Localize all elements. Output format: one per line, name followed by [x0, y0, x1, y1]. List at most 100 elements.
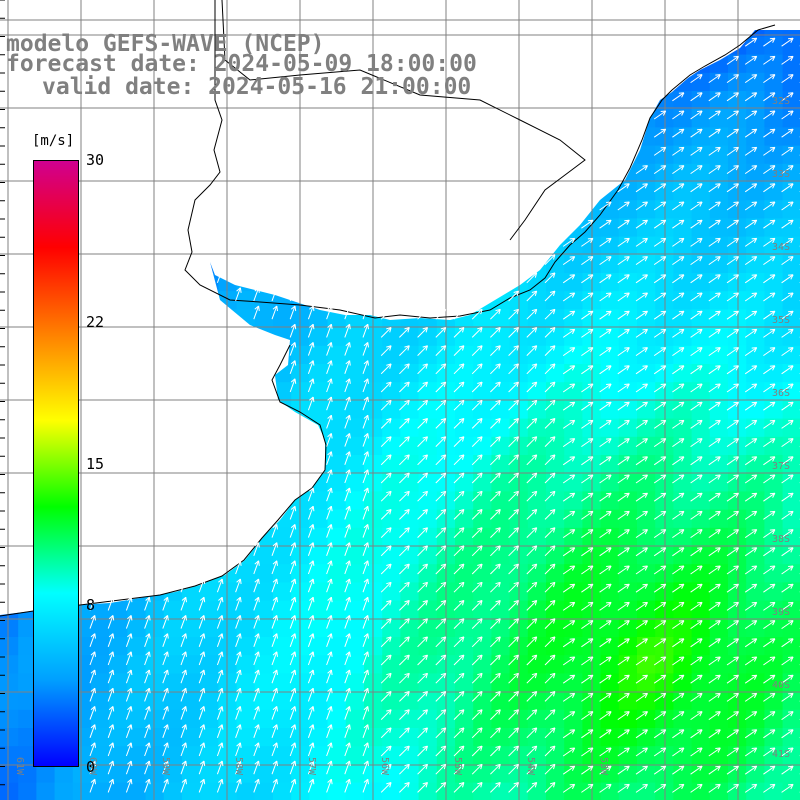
wind-cell: [637, 709, 656, 729]
wind-cell: [327, 509, 347, 529]
wind-cell: [728, 236, 747, 256]
wind-cell: [673, 273, 693, 292]
wind-cell: [418, 673, 438, 693]
wind-cell: [182, 673, 201, 693]
wind-cell: [418, 345, 438, 365]
wind-cell: [182, 746, 201, 765]
wind-cell: [691, 564, 711, 583]
wind-cell: [728, 54, 747, 74]
wind-cell: [327, 418, 347, 438]
wind-cell: [254, 546, 274, 565]
wind-cell: [728, 491, 747, 511]
wind-cell: [637, 291, 656, 310]
wind-cell: [728, 637, 747, 656]
wind-cell: [455, 637, 474, 656]
wind-cell: [382, 618, 401, 638]
wind-arrow: [763, 146, 776, 156]
wind-cell: [709, 327, 729, 347]
wind-cell: [400, 728, 420, 747]
wind-cell: [600, 564, 620, 583]
longitude-label: 58W: [233, 757, 244, 776]
wind-cell: [109, 764, 128, 784]
wind-cell: [491, 637, 511, 656]
wind-cell: [327, 673, 347, 693]
wind-arrow: [653, 201, 667, 211]
longitude-label: 56W: [379, 757, 390, 776]
wind-cell: [564, 418, 583, 438]
wind-cell: [691, 145, 711, 165]
wind-cell: [637, 364, 656, 383]
wind-cell: [709, 127, 729, 147]
wind-cell: [637, 473, 656, 492]
wind-cell: [491, 546, 511, 565]
wind-cell: [546, 418, 565, 438]
wind-cell: [18, 655, 37, 674]
wind-cell: [527, 364, 547, 383]
wind-cell: [546, 309, 565, 329]
wind-cell: [746, 327, 765, 347]
wind-cell: [673, 618, 693, 638]
wind-cell: [637, 782, 656, 800]
wind-arrow: [599, 274, 612, 284]
wind-cell: [600, 364, 620, 383]
wind-cell: [546, 728, 565, 747]
wind-cell: [455, 400, 474, 420]
wind-cell: [728, 218, 747, 238]
wind-cell: [491, 527, 511, 547]
wind-cell: [764, 127, 784, 147]
wind-cell: [691, 345, 711, 365]
wind-cell: [673, 728, 693, 747]
wind-arrow: [690, 183, 703, 193]
wind-cell: [618, 655, 638, 674]
wind-cell: [218, 746, 238, 765]
wind-arrow: [653, 165, 667, 175]
wind-cell: [491, 327, 511, 347]
wind-arrow: [744, 146, 758, 156]
wind-cell: [455, 709, 474, 729]
wind-arrow: [744, 292, 758, 302]
wind-cell: [782, 364, 800, 383]
wind-arrow: [763, 237, 776, 247]
wind-cell: [564, 728, 583, 747]
wind-cell: [54, 764, 74, 784]
wind-cell: [691, 291, 711, 310]
wind-cell: [327, 600, 347, 620]
wind-cell: [182, 655, 201, 674]
wind-arrow: [635, 237, 648, 247]
wind-cell: [746, 728, 765, 747]
wind-cell: [691, 218, 711, 238]
wind-cell: [345, 564, 365, 583]
wind-cell: [637, 618, 656, 638]
wind-arrow: [581, 237, 594, 247]
wind-cell: [91, 764, 110, 784]
wind-cell: [782, 746, 800, 765]
wind-cell: [546, 273, 565, 292]
wind-cell: [691, 327, 711, 347]
wind-cell: [637, 527, 656, 547]
wind-cell: [91, 655, 110, 674]
wind-cell: [163, 728, 183, 747]
wind-cell: [418, 746, 438, 765]
forecast-date: forecast date: 2024-05-09 18:00:00: [6, 51, 477, 77]
wind-arrow: [744, 237, 758, 247]
wind-cell: [637, 145, 656, 165]
wind-cell: [564, 400, 583, 420]
wind-cell: [127, 637, 147, 656]
wind-cell: [564, 746, 583, 765]
wind-cell: [618, 709, 638, 729]
wind-cell: [673, 746, 693, 765]
wind-cell: [291, 655, 310, 674]
wind-cell: [382, 546, 401, 565]
wind-cell: [254, 564, 274, 583]
wind-cell: [673, 455, 693, 474]
wind-cell: [455, 327, 474, 347]
wind-cell: [109, 782, 128, 800]
wind-arrow: [763, 92, 776, 102]
wind-cell: [709, 764, 729, 784]
latitude-label: 36S: [772, 388, 790, 399]
wind-cell: [546, 291, 565, 310]
wind-cell: [618, 436, 638, 456]
wind-cell: [764, 345, 784, 365]
wind-cell: [327, 728, 347, 747]
wind-cell: [400, 691, 420, 711]
